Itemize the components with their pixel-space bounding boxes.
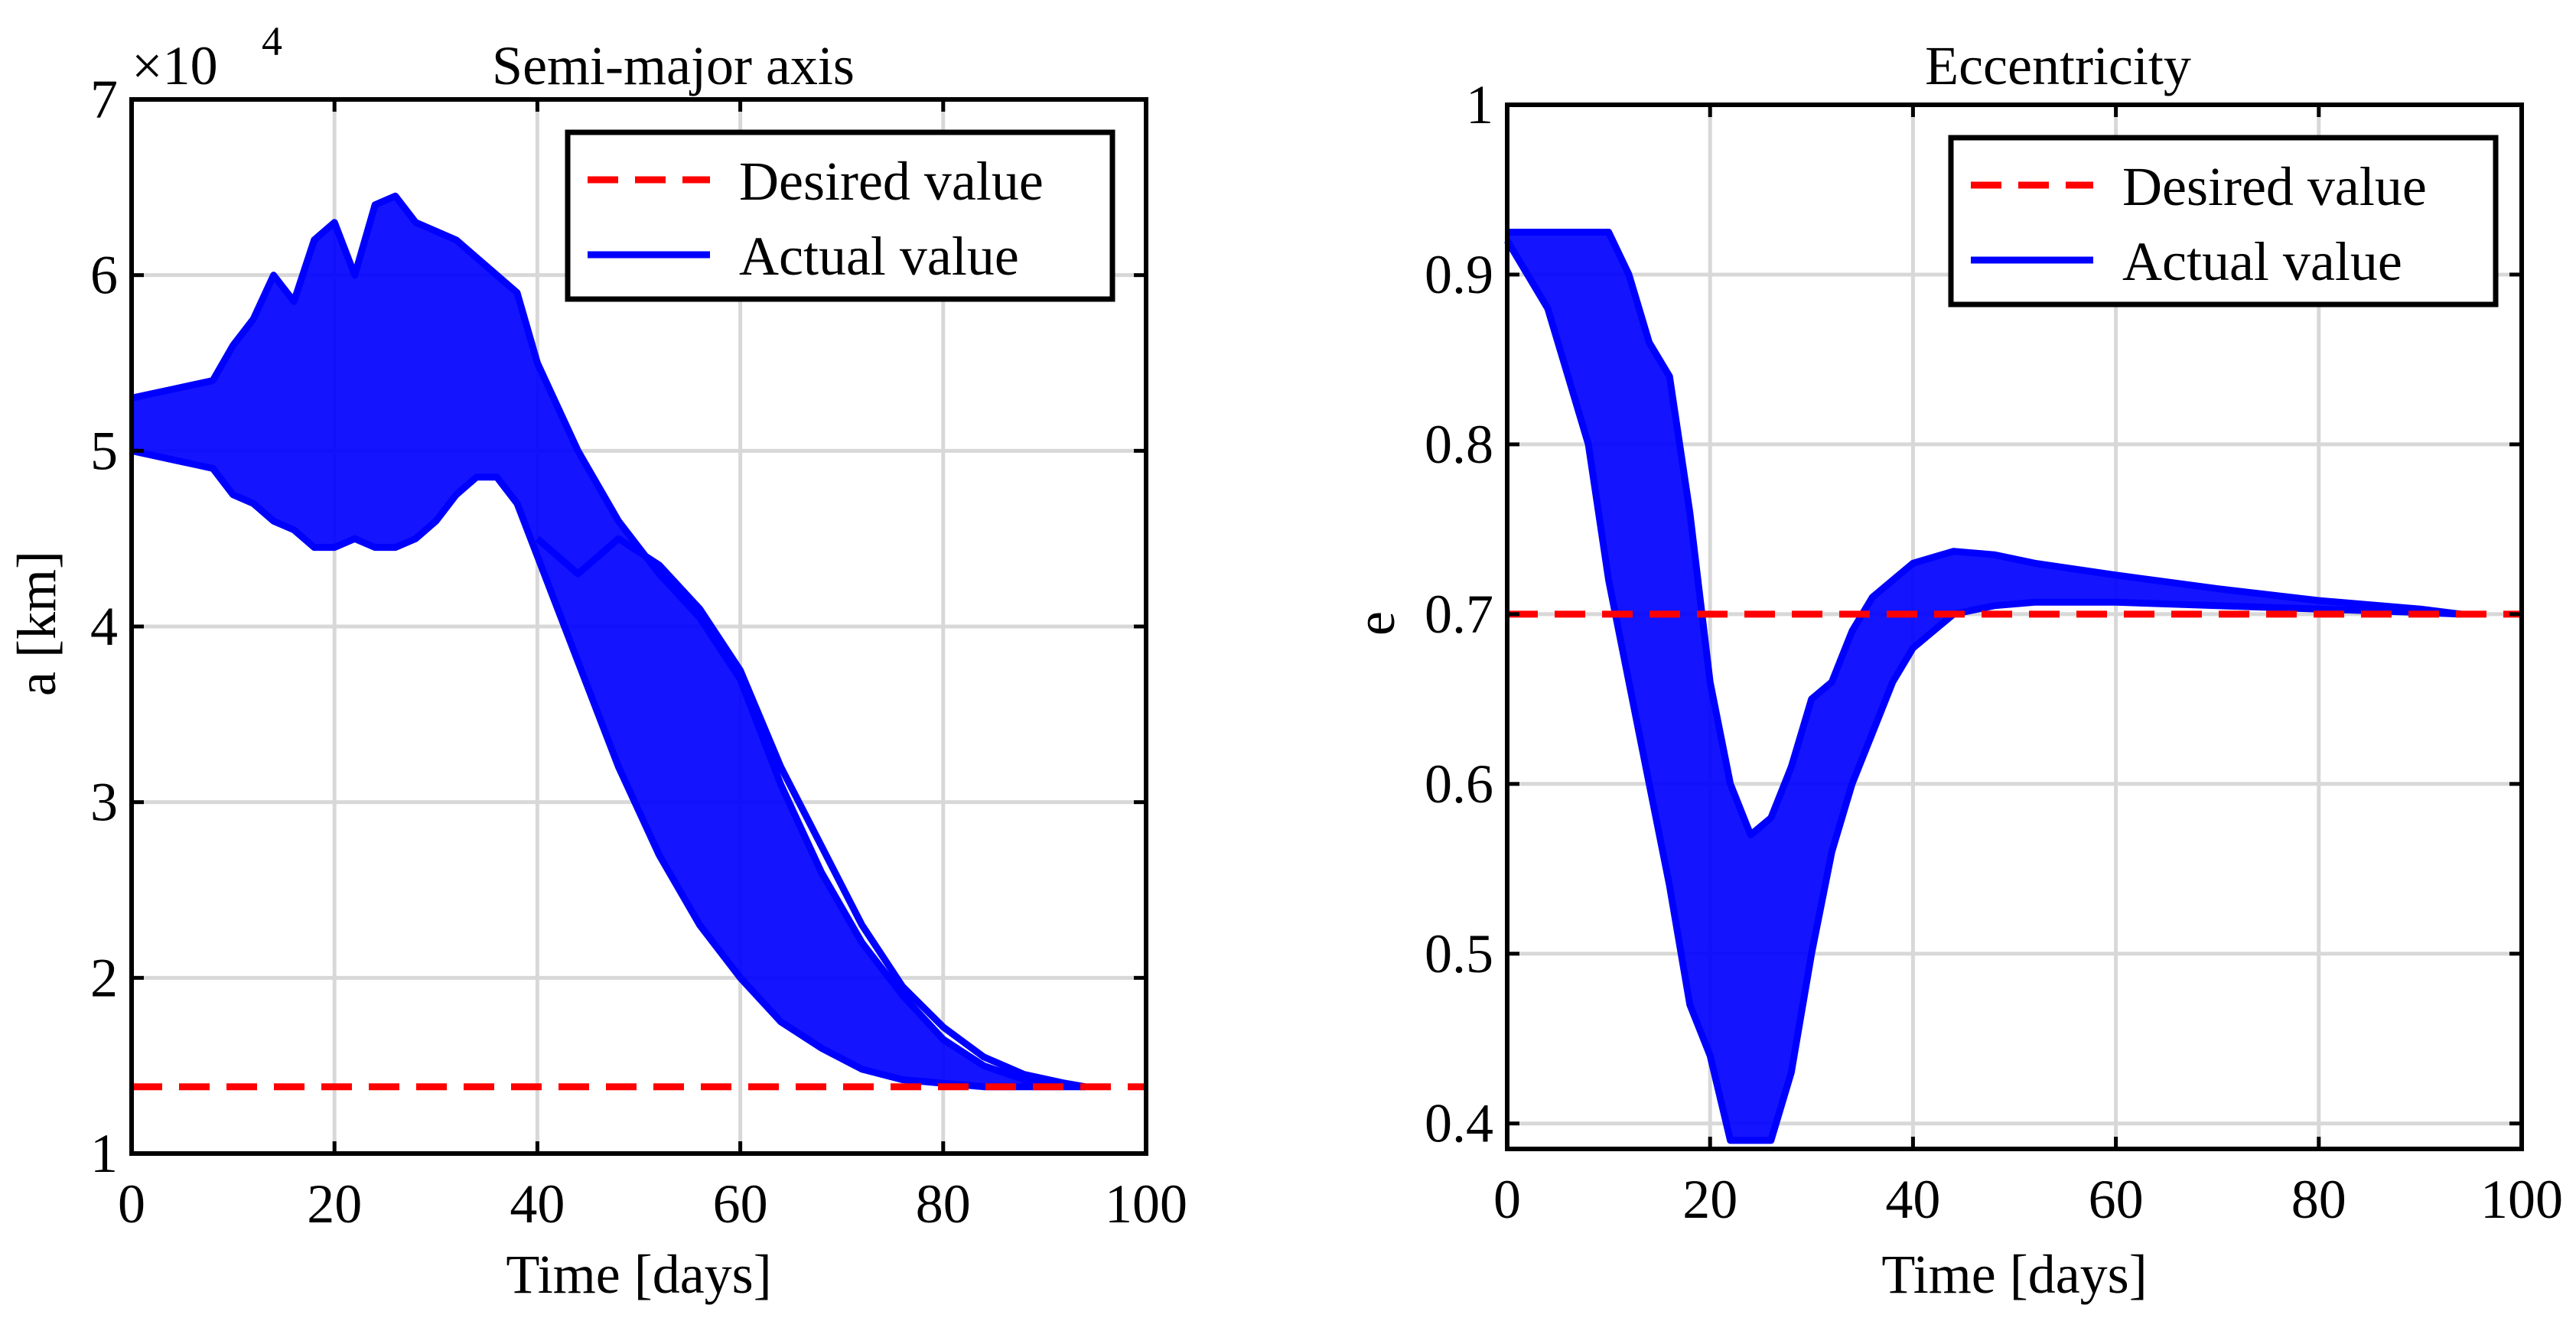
chart-title: Eccentricity <box>1925 35 2191 96</box>
actual-value-series-line <box>131 447 1086 1091</box>
x-tick-label: 100 <box>1105 1173 1187 1235</box>
x-tick-label: 20 <box>307 1173 362 1235</box>
axes-box <box>1505 103 2524 1151</box>
y-tick-label: 6 <box>90 245 118 306</box>
y-tick-label: 0.7 <box>1425 584 1493 645</box>
chart-semi-major-axis: 0 20 40 60 80 100 1 2 3 4 5 6 7 Semi-major axis Time [… <box>6 18 1187 1305</box>
x-tick-label: 0 <box>1493 1169 1521 1230</box>
exponent-label: ×10 <box>132 35 218 96</box>
legend-box <box>1948 135 2499 308</box>
y-axis-label: e <box>1345 611 1406 636</box>
x-tick-label: 80 <box>916 1173 971 1235</box>
x-tick-label: 60 <box>713 1173 768 1235</box>
actual-value-series-line <box>131 192 1086 1091</box>
y-tick-label: 0.6 <box>1425 753 1493 815</box>
y-tick-label: 1 <box>1466 74 1493 135</box>
y-tick-label: 5 <box>90 420 118 481</box>
x-tick-label: 0 <box>118 1173 145 1235</box>
y-tick-label: 0.9 <box>1425 244 1493 305</box>
legend: Desired value Actual value <box>1948 135 2499 308</box>
y-tick-label: 2 <box>90 947 118 1008</box>
chart-eccentricity: 0 20 40 60 80 100 0.4 0.5 0.6 0.7 0.8 0.9 1 Eccentric… <box>1345 35 2563 1305</box>
y-tick-label: 0.5 <box>1425 923 1493 984</box>
x-tick-label: 60 <box>2089 1169 2144 1230</box>
y-tick-label: 7 <box>90 69 118 130</box>
legend-box <box>565 129 1115 302</box>
legend-actual-label: Actual value <box>739 226 1019 287</box>
exponent-power: 4 <box>262 18 282 64</box>
legend: Desired value Actual value <box>565 129 1115 302</box>
x-tick-label: 80 <box>2291 1169 2346 1230</box>
legend-desired-label: Desired value <box>2122 156 2427 217</box>
y-tick-label: 3 <box>90 772 118 833</box>
y-tick-label: 0.4 <box>1425 1093 1493 1154</box>
x-tick-label: 20 <box>1682 1169 1737 1230</box>
x-axis-label: Time [days] <box>506 1244 771 1305</box>
y-tick-label: 4 <box>90 596 118 657</box>
actual-value-series-line <box>1507 229 2461 838</box>
actual-value-series-line <box>535 535 1086 1091</box>
x-axis-label: Time [days] <box>1881 1244 2147 1305</box>
x-tick-label: 40 <box>1885 1169 1940 1230</box>
y-tick-label: 1 <box>90 1123 118 1184</box>
chart-title: Semi-major axis <box>492 35 855 96</box>
y-tick-label: 0.8 <box>1425 414 1493 475</box>
legend-desired-label: Desired value <box>739 151 1044 212</box>
x-tick-label: 40 <box>510 1173 565 1235</box>
y-axis-label: a [km] <box>6 551 67 696</box>
actual-value-series-line <box>1504 239 2461 1144</box>
x-tick-label: 100 <box>2480 1169 2563 1230</box>
legend-actual-label: Actual value <box>2122 231 2402 292</box>
